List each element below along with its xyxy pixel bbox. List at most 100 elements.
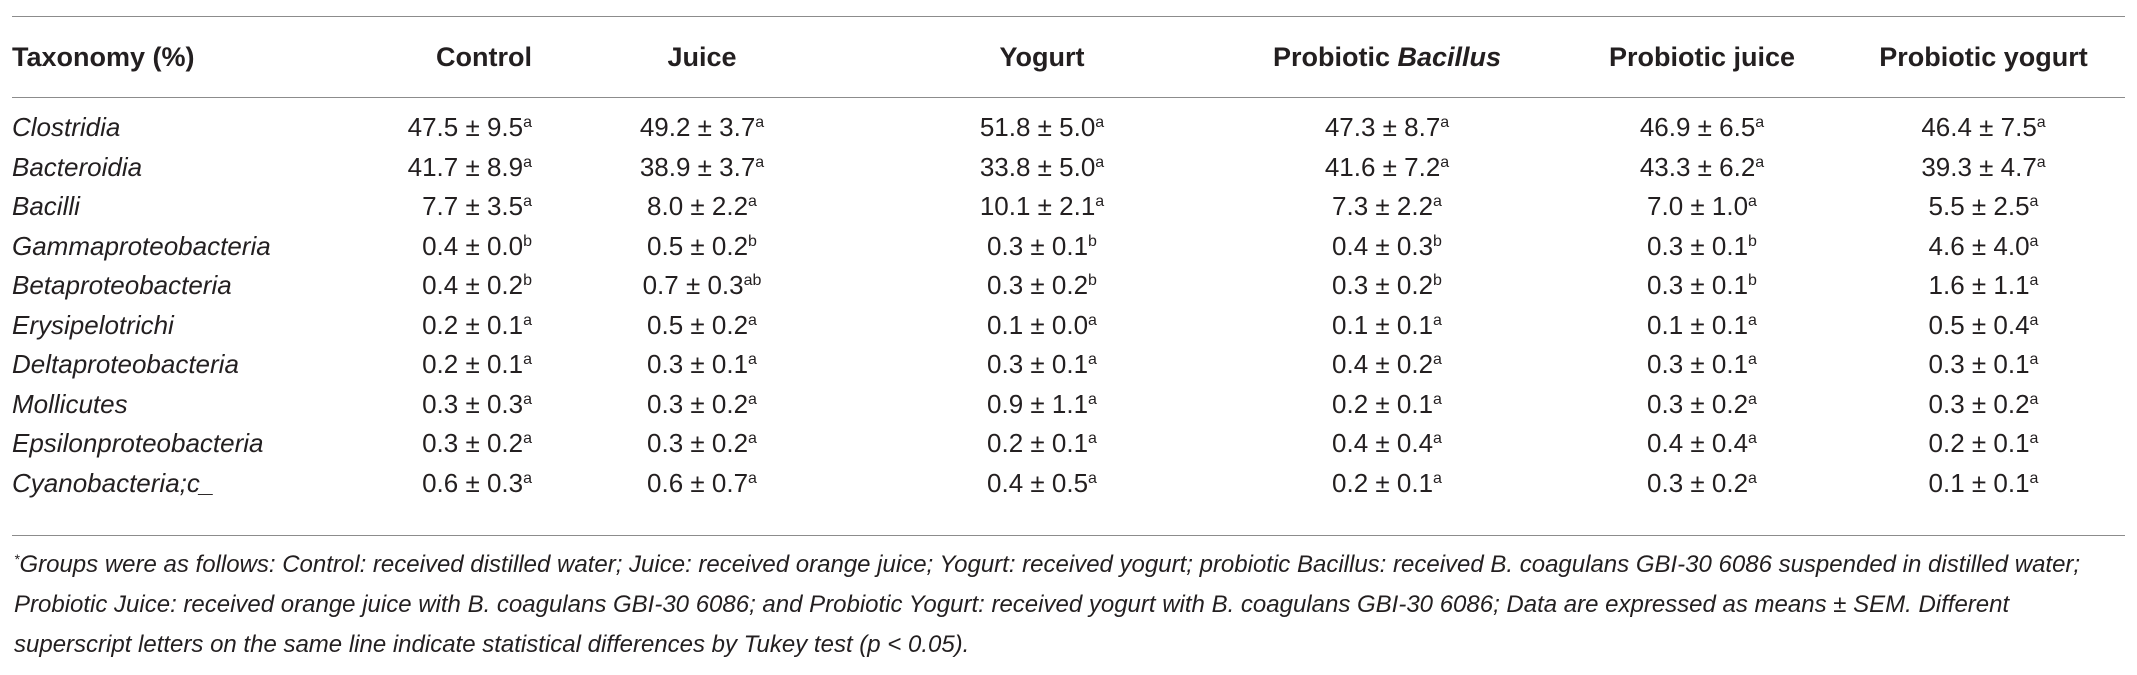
significance-letter: ab	[743, 272, 762, 290]
mean-sem-value: 7.3 ± 2.2	[1332, 191, 1434, 222]
taxon-cell: Deltaproteobacteria	[12, 349, 239, 380]
value-cell: 0.5 ± 0.2a	[532, 306, 872, 346]
table-row: Epsilonproteobacteria 0.3 ± 0.2a 0.3 ± 0.2…	[12, 424, 2125, 464]
mean-sem-value: 0.4 ± 0.3	[1332, 230, 1434, 261]
significance-letter: b	[1433, 232, 1442, 250]
mean-sem-value: 0.3 ± 0.1	[1647, 270, 1749, 301]
value-cell: 0.5 ± 0.2b	[532, 227, 872, 267]
header-yogurt: Yogurt	[999, 41, 1085, 72]
mean-sem-value: 0.3 ± 0.1	[1928, 349, 2030, 380]
mean-sem-value: 47.3 ± 8.7	[1324, 112, 1441, 143]
mean-sem-value: 0.2 ± 0.1	[1332, 467, 1434, 498]
value-cell: 46.9 ± 6.5a	[1562, 90, 1842, 148]
footnote-marker: *	[14, 551, 20, 567]
mean-sem-value: 0.3 ± 0.2	[647, 388, 749, 419]
mean-sem-value: 41.6 ± 7.2	[1324, 151, 1441, 182]
significance-letter: a	[523, 469, 532, 487]
mean-sem-value: 46.9 ± 6.5	[1639, 112, 1756, 143]
mean-sem-value: 0.2 ± 0.1	[987, 428, 1089, 459]
value-cell: 0.2 ± 0.1a	[1212, 385, 1562, 425]
mean-sem-value: 0.1 ± 0.1	[1928, 467, 2030, 498]
significance-letter: a	[1095, 153, 1105, 171]
mean-sem-value: 0.2 ± 0.1	[422, 349, 524, 380]
significance-letter: a	[1748, 390, 1757, 408]
significance-letter: a	[755, 114, 765, 132]
value-cell: 0.3 ± 0.2a	[532, 424, 872, 464]
value-cell: 0.9 ± 1.1a	[872, 385, 1212, 425]
significance-letter: a	[2036, 114, 2046, 132]
mean-sem-value: 0.3 ± 0.2	[422, 428, 524, 459]
value-cell: 0.2 ± 0.1a	[372, 306, 532, 346]
significance-letter: a	[523, 390, 532, 408]
mean-sem-value: 0.4 ± 0.4	[1647, 428, 1749, 459]
value-cell: 0.3 ± 0.2a	[1562, 464, 1842, 504]
significance-letter: a	[523, 351, 532, 369]
significance-letter: a	[523, 193, 532, 211]
table-row: Bacilli 7.7 ± 3.5a 8.0 ± 2.2a 10.1 ± 2.1a 7.…	[12, 187, 2125, 227]
value-cell: 0.7 ± 0.3ab	[532, 266, 872, 306]
value-cell: 0.6 ± 0.7a	[532, 464, 872, 504]
mean-sem-value: 0.4 ± 0.0	[422, 230, 524, 261]
header-probiotic-yogurt: Probiotic yogurt	[1879, 41, 2088, 72]
value-cell: 38.9 ± 3.7a	[532, 148, 872, 188]
mean-sem-value: 0.3 ± 0.1	[647, 349, 749, 380]
value-cell: 0.3 ± 0.1a	[872, 345, 1212, 385]
value-cell: 41.6 ± 7.2a	[1212, 148, 1562, 188]
value-cell: 0.1 ± 0.1a	[1562, 306, 1842, 346]
significance-letter: a	[1433, 351, 1442, 369]
significance-letter: a	[2029, 311, 2039, 329]
significance-letter: b	[748, 232, 757, 250]
mean-sem-value: 41.7 ± 8.9	[407, 151, 524, 182]
mean-sem-value: 0.2 ± 0.1	[1332, 388, 1434, 419]
significance-letter: a	[2036, 153, 2046, 171]
mean-sem-value: 0.1 ± 0.0	[987, 309, 1089, 340]
header-rule	[12, 97, 2125, 98]
significance-letter: b	[1433, 272, 1442, 290]
value-cell: 7.3 ± 2.2a	[1212, 187, 1562, 227]
header-taxonomy: Taxonomy (%)	[12, 41, 195, 72]
value-cell: 51.8 ± 5.0a	[872, 90, 1212, 148]
significance-letter: a	[1095, 193, 1105, 211]
value-cell: 0.4 ± 0.0b	[372, 227, 532, 267]
significance-letter: a	[1088, 469, 1097, 487]
significance-letter: a	[2029, 390, 2039, 408]
significance-letter: a	[1748, 430, 1757, 448]
mean-sem-value: 4.6 ± 4.0	[1928, 230, 2030, 261]
significance-letter: a	[523, 430, 532, 448]
significance-letter: a	[1433, 469, 1442, 487]
value-cell: 0.4 ± 0.4a	[1562, 424, 1842, 464]
significance-letter: b	[1088, 272, 1097, 290]
taxon-cell: Bacilli	[12, 191, 80, 222]
header-juice: Juice	[667, 41, 737, 72]
taxon-cell: Cyanobacteria;c_	[12, 467, 215, 498]
mean-sem-value: 0.3 ± 0.2	[987, 270, 1089, 301]
significance-letter: a	[748, 351, 757, 369]
significance-letter: a	[1088, 430, 1097, 448]
value-cell: 46.4 ± 7.5a	[1842, 90, 2125, 148]
significance-letter: a	[523, 114, 532, 132]
value-cell: 43.3 ± 6.2a	[1562, 148, 1842, 188]
footnote-text: Groups were as follows: Control: receive…	[14, 551, 2081, 658]
taxon-cell: Erysipelotrichi	[12, 309, 174, 340]
significance-letter: a	[2029, 232, 2039, 250]
mean-sem-value: 8.0 ± 2.2	[647, 191, 749, 222]
value-cell: 49.2 ± 3.7a	[532, 90, 872, 148]
significance-letter: b	[523, 272, 532, 290]
value-cell: 7.7 ± 3.5a	[372, 187, 532, 227]
significance-letter: a	[1088, 311, 1097, 329]
value-cell: 0.4 ± 0.3b	[1212, 227, 1562, 267]
value-cell: 1.6 ± 1.1a	[1842, 266, 2125, 306]
taxon-cell: Mollicutes	[12, 388, 128, 419]
value-cell: 0.3 ± 0.3a	[372, 385, 532, 425]
value-cell: 0.3 ± 0.1b	[1562, 227, 1842, 267]
mean-sem-value: 49.2 ± 3.7	[639, 112, 756, 143]
taxonomy-table: Taxonomy (%) Control Juice Yogurt Probio…	[12, 24, 2125, 503]
significance-letter: a	[1095, 114, 1105, 132]
mean-sem-value: 0.5 ± 0.4	[1928, 309, 2030, 340]
significance-letter: a	[1440, 114, 1450, 132]
significance-letter: a	[1433, 390, 1442, 408]
value-cell: 0.3 ± 0.2a	[1842, 385, 2125, 425]
significance-letter: a	[2029, 193, 2039, 211]
value-cell: 0.3 ± 0.2a	[372, 424, 532, 464]
mean-sem-value: 51.8 ± 5.0	[979, 112, 1096, 143]
